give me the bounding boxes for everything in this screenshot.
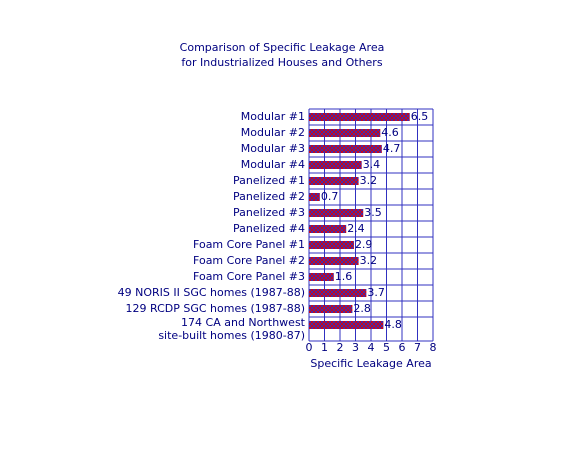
x-tick-label: 5 [383,341,390,354]
x-axis-label: Specific Leakage Area [310,357,431,370]
value-label: 3.2 [360,254,378,267]
x-tick-label: 6 [399,341,406,354]
bar [309,225,347,233]
y-tick-label: Panelized #1 [233,174,305,187]
x-tick-label: 3 [352,341,359,354]
y-tick-label: 174 CA and Northwest [181,316,306,329]
value-label: 0.7 [321,190,339,203]
value-label: 4.6 [381,126,399,139]
bar [309,145,382,153]
bar [309,129,381,137]
value-label: 1.6 [335,270,353,283]
bar [309,305,353,313]
y-tick-label: 129 RCDP SGC homes (1987-88) [125,302,305,315]
bar [309,273,334,281]
bar [309,209,364,217]
y-tick-label: Modular #1 [241,110,305,123]
value-label: 3.7 [367,286,385,299]
y-tick-label: Panelized #3 [233,206,305,219]
value-label: 4.8 [384,318,402,331]
y-tick-label: Foam Core Panel #2 [193,254,305,267]
y-tick-label: Foam Core Panel #1 [193,238,305,251]
y-tick-label: Modular #4 [241,158,305,171]
chart-title: Comparison of Specific Leakage Area [180,41,385,54]
value-label: 2.9 [355,238,373,251]
value-label: 3.2 [360,174,378,187]
y-tick-label: Modular #3 [241,142,305,155]
bar [309,161,362,169]
bar [309,241,354,249]
value-label: 3.4 [363,158,381,171]
x-tick-label: 8 [430,341,437,354]
y-tick-label: Modular #2 [241,126,305,139]
bar [309,113,410,121]
value-label: 4.7 [383,142,401,155]
y-tick-label: 49 NORIS II SGC homes (1987-88) [118,286,305,299]
y-tick-label: site-built homes (1980-87) [158,329,305,342]
x-tick-label: 4 [368,341,375,354]
chart-subtitle: for Industrialized Houses and Others [181,56,382,69]
x-tick-label: 1 [321,341,328,354]
bar [309,257,359,265]
bar [309,321,384,329]
x-tick-label: 2 [337,341,344,354]
y-tick-label: Panelized #4 [233,222,305,235]
y-tick-label: Foam Core Panel #3 [193,270,305,283]
value-label: 2.4 [347,222,365,235]
value-label: 2.8 [353,302,371,315]
x-tick-label: 7 [414,341,421,354]
bar [309,289,367,297]
y-tick-label: Panelized #2 [233,190,305,203]
value-label: 6.5 [411,110,429,123]
value-label: 3.5 [364,206,382,219]
bar [309,177,359,185]
bar [309,193,320,201]
x-tick-label: 0 [306,341,313,354]
